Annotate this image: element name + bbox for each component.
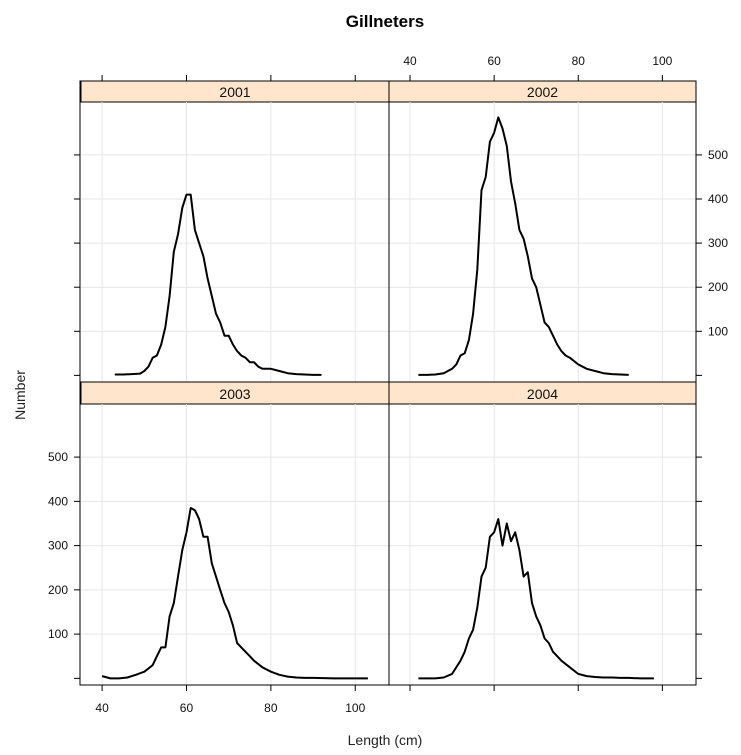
x-tick-label-bottom: 40 <box>95 701 109 715</box>
y-tick-label-left: 500 <box>48 450 68 464</box>
series-line-2001 <box>114 193 322 376</box>
panel-group: 2001 2002 2003 2004 <box>80 80 697 686</box>
chart-title: Gillneters <box>346 12 424 31</box>
series-line-2002 <box>418 116 629 376</box>
x-tick-label-top: 100 <box>652 54 672 68</box>
y-tick-label-left: 400 <box>48 494 68 508</box>
y-tick-label-right: 100 <box>708 324 728 338</box>
strip-label-2002: 2002 <box>527 84 558 100</box>
outer-frame <box>79 80 697 686</box>
x-axis-title: Length (cm) <box>348 732 423 748</box>
y-tick-label-left: 100 <box>48 627 68 641</box>
y-tick-label-right: 200 <box>708 280 728 294</box>
panel-2001: 2001 <box>80 80 390 383</box>
x-tick-label-bottom: 80 <box>264 701 278 715</box>
y-tick-label-right: 300 <box>708 236 728 250</box>
strip-label-2004: 2004 <box>527 386 558 402</box>
x-tick-label-top: 80 <box>572 54 586 68</box>
panel-2002: 2002 <box>388 80 697 383</box>
strip-label-2003: 2003 <box>219 386 250 402</box>
y-axis-title: Number <box>12 370 28 420</box>
x-tick-label-top: 40 <box>403 54 417 68</box>
series-line-2003 <box>101 507 368 680</box>
y-tick-label-right: 400 <box>708 192 728 206</box>
y-tick-label-left: 300 <box>48 539 68 553</box>
y-tick-label-left: 200 <box>48 583 68 597</box>
x-tick-label-top: 60 <box>487 54 501 68</box>
x-tick-label-bottom: 60 <box>180 701 194 715</box>
y-tick-label-right: 500 <box>708 148 728 162</box>
series-line-2004 <box>418 518 654 680</box>
panel-2003: 2003 <box>80 381 390 686</box>
x-tick-label-bottom: 100 <box>345 701 365 715</box>
panel-2004: 2004 <box>388 381 697 686</box>
strip-label-2001: 2001 <box>219 84 250 100</box>
